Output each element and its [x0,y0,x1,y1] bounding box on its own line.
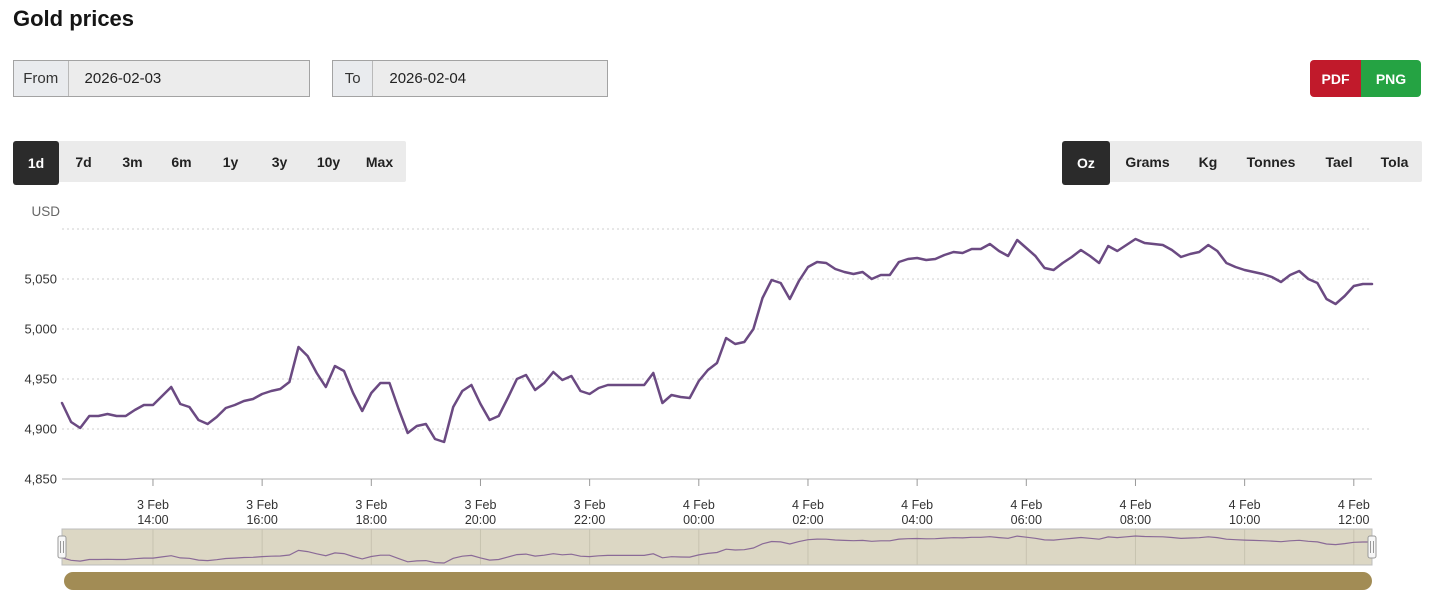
unit-tab-oz[interactable]: Oz [1062,141,1110,185]
range-tab-3m[interactable]: 3m [122,153,143,170]
x-axis-label-date: 4 Feb [901,498,933,512]
to-date-group: To [332,60,608,97]
range-tab-10y[interactable]: 10y [316,153,341,170]
range-tab-6m[interactable]: 6m [171,153,192,170]
navigator-track[interactable] [61,528,1373,566]
unit-tab-kg[interactable]: Kg [1198,153,1218,170]
unit-tab-tola[interactable]: Tola [1380,153,1409,170]
x-axis-label-date: 3 Feb [355,498,387,512]
unit-tab-tonnes[interactable]: Tonnes [1246,153,1296,170]
range-tab-max[interactable]: Max [365,153,394,170]
png-export-button[interactable]: PNG [1361,60,1421,97]
navigator-left-handle[interactable] [57,535,67,559]
y-axis-label: 4,950 [24,372,57,387]
y-axis-label: 5,000 [24,322,57,337]
y-axis: 5,050 5,000 4,950 4,900 4,850 [24,228,1372,487]
x-axis-label-date: 4 Feb [683,498,715,512]
x-axis-label-date: 4 Feb [1010,498,1042,512]
chart-navigator[interactable] [57,528,1377,566]
y-axis-label: 4,900 [24,422,57,437]
x-axis-label-time: 18:00 [356,513,387,527]
x-axis-label-time: 04:00 [901,513,932,527]
x-axis-label-time: 06:00 [1011,513,1042,527]
to-date-input[interactable] [373,61,607,96]
x-axis-label-date: 3 Feb [574,498,606,512]
x-axis-label-time: 12:00 [1338,513,1369,527]
y-axis-currency-label: USD [31,204,60,219]
range-tab-7d[interactable]: 7d [75,153,92,170]
to-label: To [333,61,374,96]
x-axis-label-time: 16:00 [246,513,277,527]
x-axis-label-date: 3 Feb [464,498,496,512]
price-line-series [60,237,1374,444]
from-date-input[interactable] [68,61,309,96]
x-axis-label-time: 10:00 [1229,513,1260,527]
x-axis-label-date: 3 Feb [246,498,278,512]
navigator-right-handle[interactable] [1367,535,1377,559]
chart-scrollbar[interactable] [64,572,1372,590]
range-tab-1d[interactable]: 1d [13,141,59,185]
x-axis-label-date: 3 Feb [137,498,169,512]
unit-tab-grams[interactable]: Grams [1125,153,1170,170]
x-axis-label-time: 20:00 [465,513,496,527]
x-axis-label-date: 4 Feb [792,498,824,512]
x-axis-label-date: 4 Feb [1338,498,1370,512]
y-axis-label: 5,050 [24,272,57,287]
range-tab-3y[interactable]: 3y [271,153,288,170]
range-tab-1y[interactable]: 1y [222,153,239,170]
navigator-mini-series [61,535,1372,564]
x-axis-label-time: 08:00 [1120,513,1151,527]
x-axis-label-time: 22:00 [574,513,605,527]
from-label: From [14,61,69,96]
x-axis-label-time: 00:00 [683,513,714,527]
range-tab-group: 1d 7d 3m 6m 1y 3y 10y Max [13,141,406,185]
export-buttons: PDF PNG [1310,60,1421,97]
x-axis-label-date: 4 Feb [1119,498,1151,512]
unit-tab-group: Oz Grams Kg Tonnes Tael Tola [1062,141,1422,185]
x-axis-label-date: 4 Feb [1229,498,1261,512]
from-date-group: From [13,60,310,97]
x-axis-label-time: 14:00 [137,513,168,527]
pdf-export-button[interactable]: PDF [1310,60,1361,97]
unit-tab-tael[interactable]: Tael [1325,153,1353,170]
page-title: Gold prices [13,6,135,31]
x-axis-label-time: 02:00 [792,513,823,527]
y-axis-label: 4,850 [24,472,57,487]
